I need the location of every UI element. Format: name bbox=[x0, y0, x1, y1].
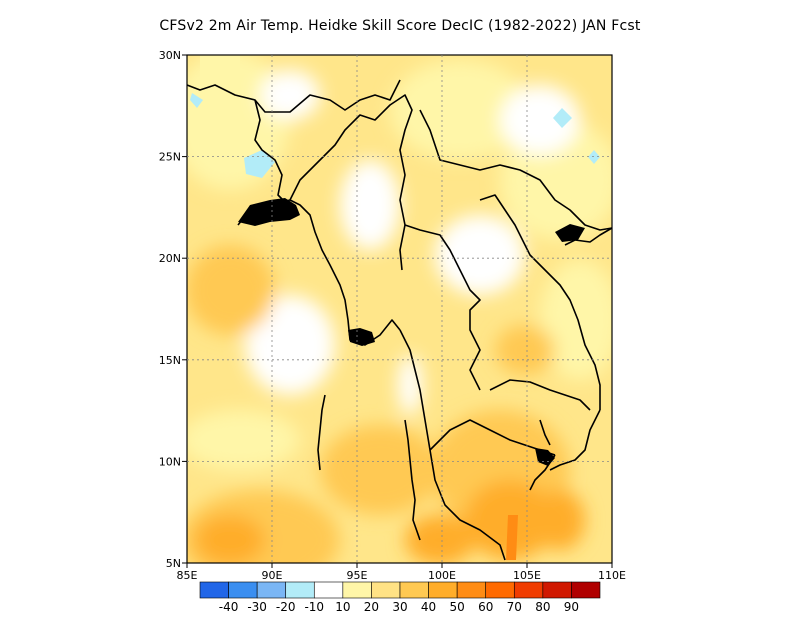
colorbar-swatch bbox=[571, 581, 601, 599]
colorbar-swatch bbox=[399, 581, 429, 599]
y-tick-label: 25N bbox=[159, 151, 181, 164]
colorbar-swatch bbox=[428, 581, 458, 599]
colorbar-label: 90 bbox=[564, 600, 579, 614]
colorbar-swatch bbox=[513, 581, 544, 599]
y-tick-label: 15N bbox=[159, 354, 181, 367]
colorbar-swatch bbox=[456, 581, 487, 599]
colorbar-label: 60 bbox=[478, 600, 493, 614]
x-tick-label: 95E bbox=[347, 569, 368, 582]
colorbar-swatch bbox=[199, 581, 229, 599]
x-tick-label: 100E bbox=[428, 569, 456, 582]
colorbar-swatch bbox=[542, 581, 572, 599]
colorbar-label: -40 bbox=[219, 600, 239, 614]
delta-coastlines bbox=[238, 198, 585, 466]
colorbar-label: 80 bbox=[535, 600, 550, 614]
x-tick-label: 110E bbox=[598, 569, 626, 582]
y-tick-label: 5N bbox=[166, 557, 181, 570]
colorbar-label: 20 bbox=[364, 600, 379, 614]
colorbar-label: 40 bbox=[421, 600, 436, 614]
colorbar-swatch bbox=[313, 581, 344, 599]
colorbar-label: -20 bbox=[276, 600, 296, 614]
map-field bbox=[187, 55, 612, 563]
colorbar-label: -10 bbox=[304, 600, 324, 614]
colorbar-swatch bbox=[342, 581, 372, 599]
colorbar-label: 50 bbox=[450, 600, 465, 614]
chart-title: CFSv2 2m Air Temp. Heidke Skill Score De… bbox=[159, 18, 641, 34]
colorbar-label: 30 bbox=[392, 600, 407, 614]
axis-ticks: 85E 90E 95E 100E 105E 110E 5N 10N 15N 20N 25N 30N bbox=[159, 49, 626, 582]
colorbar-swatch bbox=[371, 581, 401, 599]
colorbar-swatch bbox=[485, 581, 515, 599]
map-frame bbox=[186, 54, 613, 564]
coastlines bbox=[186, 79, 613, 561]
colorbar-swatch bbox=[228, 581, 258, 599]
gridlines bbox=[187, 55, 612, 563]
colorbar-swatch bbox=[285, 581, 315, 599]
colorbar-swatch bbox=[256, 581, 287, 599]
colorbar-label: 10 bbox=[335, 600, 350, 614]
y-tick-label: 20N bbox=[159, 252, 181, 265]
colorbar-label: 70 bbox=[507, 600, 522, 614]
y-tick-label: 10N bbox=[159, 455, 181, 468]
x-tick-label: 90E bbox=[262, 569, 283, 582]
x-tick-label: 105E bbox=[513, 569, 541, 582]
colorbar-label: -30 bbox=[247, 600, 267, 614]
x-tick-label: 85E bbox=[177, 569, 198, 582]
colorbar: -40 -30 -20 -10 10 20 30 40 50 60 70 80 90 bbox=[199, 581, 601, 614]
y-tick-label: 30N bbox=[159, 49, 181, 62]
